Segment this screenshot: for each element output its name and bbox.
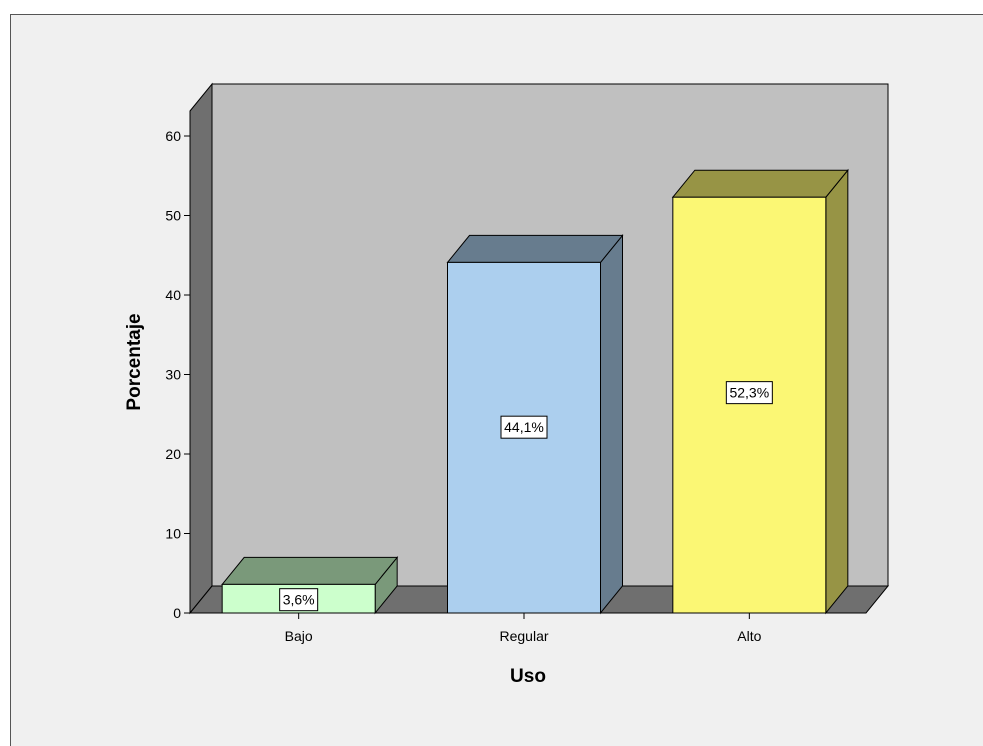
data-label-box — [279, 588, 319, 612]
bar-top — [671, 169, 849, 198]
bar-regular: 44,1% — [446, 233, 624, 615]
y-tick-label: 10 — [165, 526, 181, 542]
bar-top — [221, 556, 399, 585]
x-tick-label: Bajo — [285, 628, 313, 644]
y-tick-label: 0 — [173, 605, 181, 621]
data-label-box — [725, 381, 773, 405]
bar-bajo: 3,6% — [221, 555, 399, 615]
bar-alto: 52,3% — [671, 168, 849, 615]
y-tick-label: 40 — [165, 287, 181, 303]
side-wall — [189, 82, 213, 615]
bar-top — [446, 234, 624, 263]
y-axis-title: Porcentaje — [124, 313, 145, 410]
bar-side — [825, 168, 849, 615]
bars: 3,6% 44,1% 52,3% — [221, 168, 849, 615]
bar-side — [600, 233, 623, 615]
x-tick-label: Alto — [737, 628, 761, 644]
data-label: 52,3% — [729, 385, 769, 401]
data-label: 44,1% — [504, 419, 544, 435]
y-tick-label: 50 — [165, 208, 181, 224]
data-label: 3,6% — [283, 592, 315, 608]
y-axis: 0 10 20 30 40 50 60 — [165, 128, 191, 621]
bar-front — [672, 196, 827, 614]
y-tick-label: 60 — [165, 128, 181, 144]
x-axis: Bajo Regular Alto — [190, 612, 866, 644]
x-tick-label: Regular — [499, 628, 548, 644]
y-tick-label: 30 — [165, 367, 181, 383]
y-tick-label: 20 — [165, 446, 181, 462]
x-axis-title: Uso — [510, 666, 546, 687]
data-label-box — [500, 415, 548, 439]
